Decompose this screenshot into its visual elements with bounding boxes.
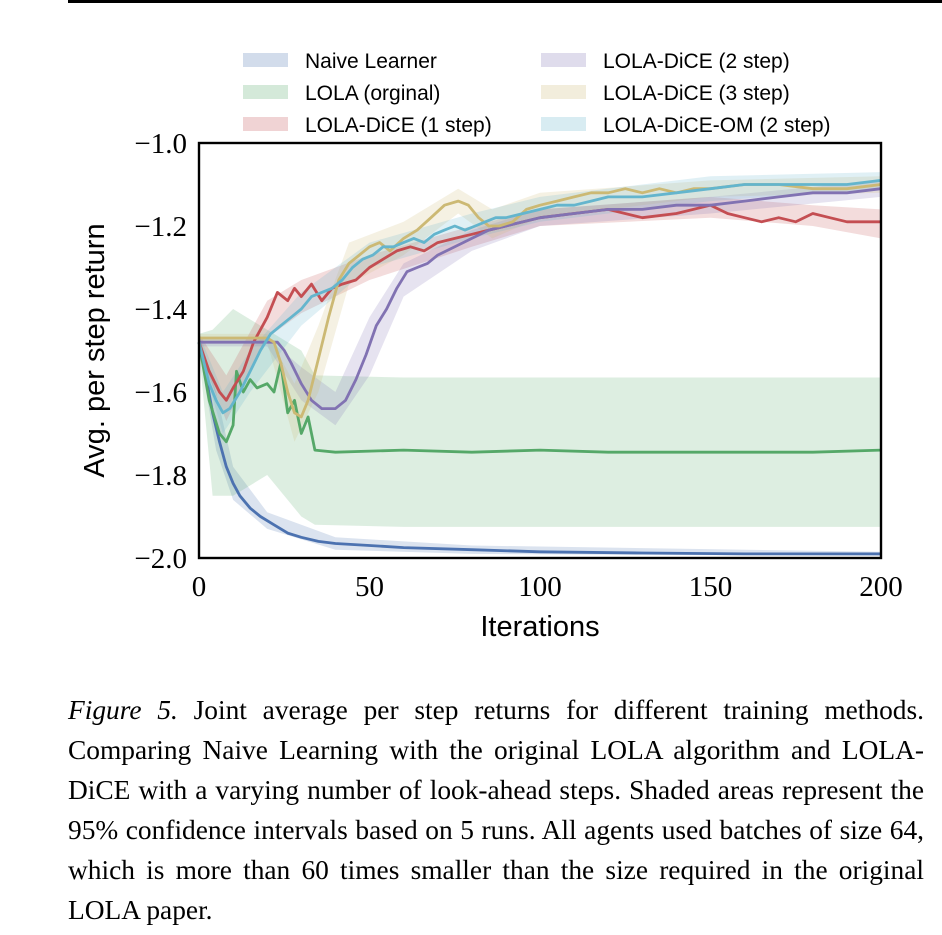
legend: Naive Learner LOLA (orginal) LOLA-DiCE (1 … [243,50,831,137]
figure-caption: Figure 5. Joint average per step returns… [68,690,924,930]
x-tick-label: 50 [355,571,384,603]
band-lola-orginal [199,309,881,527]
plot-frame [197,141,883,560]
band-lola-dice-3-step [199,176,881,442]
top-rule [68,0,942,3]
legend-label: LOLA-DiCE-OM (2 step) [603,114,831,137]
series-line-naive-learner [197,341,881,556]
y-tick-label: −2.0 [134,543,187,575]
legend-swatch [243,85,288,99]
x-axis-label: Iterations [480,611,599,643]
legend-label: LOLA-DiCE (2 step) [603,50,790,73]
caption-label: Figure 5. [68,695,178,725]
y-tick-label: −1.6 [134,377,187,409]
band-lola-dice-2-step [199,180,881,426]
series-line-lola-dice-1-step [197,203,881,402]
legend-swatch [541,85,586,99]
y-tick-label: −1.8 [134,460,187,492]
x-tick-label: 0 [192,571,207,603]
series-line-lola-dice-2-step [199,187,882,411]
series-line-lola-dice-om-2-step [197,179,882,415]
legend-swatch [541,53,586,67]
series-line-lola-orginal [197,341,882,454]
x-tick-label: 100 [518,571,562,603]
series-line-lola-dice-3-step [199,183,882,419]
series-lines [197,179,882,556]
legend-label: LOLA (orginal) [305,82,440,105]
axis-ticks: 0 50 100 150 200 −1.0 −1.2 −1.4 −1.6 −1.8 −2.0 [134,128,902,603]
x-tick-label: 200 [859,571,903,603]
legend-swatch [541,117,586,131]
chart: 0 50 100 150 200 −1.0 −1.2 −1.4 −1.6 −1.8 −2.0 Nai… [79,50,903,643]
y-tick-label: −1.2 [134,211,187,243]
y-tick-label: −1.4 [134,294,187,326]
legend-swatch [243,53,288,67]
legend-label: Naive Learner [305,50,437,73]
caption-text: Joint average per step returns for diffe… [68,695,924,925]
x-tick-label: 150 [689,571,733,603]
legend-swatch [243,117,288,131]
legend-label: LOLA-DiCE (1 step) [305,114,492,137]
confidence-bands [199,172,881,556]
band-lola-dice-1-step [199,196,881,421]
legend-label: LOLA-DiCE (3 step) [603,82,790,105]
y-axis-label: Avg. per step return [79,223,111,477]
y-tick-label: −1.0 [134,128,187,160]
